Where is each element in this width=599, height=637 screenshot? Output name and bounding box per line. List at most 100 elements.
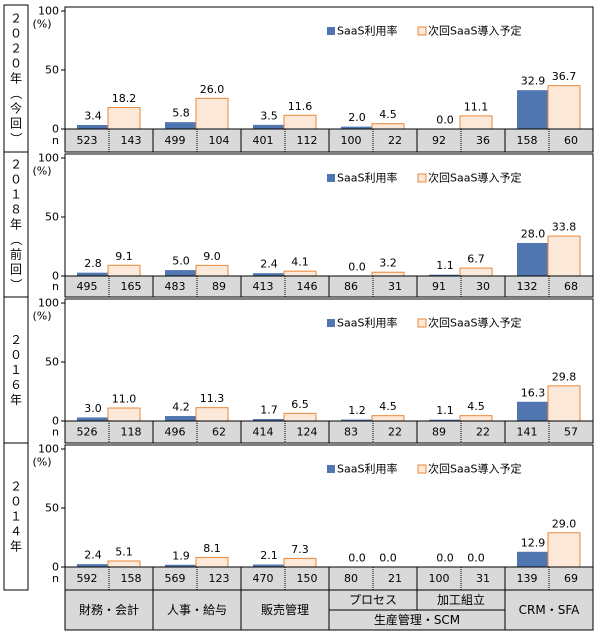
data-label-usage: 1.7 (260, 403, 278, 416)
data-label-plan: 7.3 (291, 543, 309, 556)
n-value: 132 (517, 280, 538, 293)
n-value: 150 (297, 572, 318, 585)
period-label-char: ０ (10, 348, 22, 362)
data-label-plan: 36.7 (552, 70, 577, 83)
data-label-plan: 6.7 (467, 253, 485, 266)
bar-plan (547, 532, 581, 568)
data-label-plan: 4.1 (291, 256, 309, 269)
period-label-char: ２ (10, 42, 22, 56)
bar-usage (429, 419, 461, 421)
y-tick-label: 100 (38, 443, 59, 456)
y-unit-label: (%) (32, 165, 51, 178)
data-label-usage: 5.0 (172, 255, 190, 268)
n-value: 30 (476, 280, 490, 293)
data-label-plan: 9.0 (203, 250, 221, 263)
data-label-plan: 0.0 (379, 552, 397, 565)
period-label-char: 年 (10, 393, 22, 407)
n-value: 158 (517, 134, 538, 147)
n-value: 499 (165, 134, 186, 147)
data-label-usage: 5.8 (172, 107, 190, 120)
period-label-char: ４ (10, 525, 22, 539)
period-label-char: １ (10, 188, 22, 202)
bar-usage (77, 124, 109, 129)
n-value: 496 (165, 426, 186, 439)
data-label-usage: 2.0 (348, 111, 366, 124)
period-label-char: （ (9, 233, 23, 245)
period-label-char: 年 (10, 218, 22, 232)
bar-usage (253, 418, 285, 421)
period-label-char: １ (10, 510, 22, 524)
n-value: 80 (344, 572, 358, 585)
period-box (3, 296, 29, 444)
bar-usage (165, 122, 197, 129)
n-row-label: n (52, 280, 59, 293)
category-label: 人事・給与 (167, 603, 227, 617)
y-tick-label: 50 (45, 211, 59, 224)
y-tick-label: 0 (52, 123, 59, 136)
period-label-char: １ (10, 363, 22, 377)
legend-swatch-plan (417, 26, 427, 36)
y-tick-label: 50 (45, 502, 59, 515)
bar-plan (371, 271, 405, 277)
n-value: 401 (253, 134, 274, 147)
bar-usage (165, 564, 197, 567)
bar-usage (429, 274, 461, 276)
n-value: 592 (77, 572, 98, 585)
y-tick-label: 100 (38, 297, 59, 310)
period-label-char: 年 (10, 72, 22, 86)
period-label-char: （ (9, 87, 23, 99)
data-label-usage: 3.0 (84, 402, 102, 415)
data-label-plan: 4.5 (379, 400, 397, 413)
bar-plan (283, 114, 317, 130)
data-label-usage: 16.3 (521, 386, 546, 399)
bar-plan (547, 235, 581, 277)
n-value: 143 (121, 134, 142, 147)
n-value: 69 (564, 572, 578, 585)
bar-plan (107, 560, 141, 568)
y-tick-label: 100 (38, 5, 59, 18)
category-group-label: 生産管理・SCM (374, 612, 460, 627)
period-label-char: 年 (10, 540, 22, 554)
period-label-char: ２ (10, 333, 22, 347)
period-label-char: ２ (10, 480, 22, 494)
n-row-label: n (52, 426, 59, 439)
data-label-plan: 26.0 (200, 83, 225, 96)
n-row-label: n (52, 134, 59, 147)
data-label-usage: 0.0 (436, 114, 454, 127)
bar-usage (165, 270, 197, 276)
data-label-usage: 2.1 (260, 549, 278, 562)
data-label-usage: 1.1 (436, 404, 454, 417)
n-value: 22 (476, 426, 490, 439)
legend-label-usage: SaaS利用率 (337, 24, 397, 38)
bar-plan (547, 85, 581, 130)
data-label-plan: 11.6 (288, 100, 313, 113)
n-value: 83 (344, 426, 358, 439)
period-label-char: 今 (10, 101, 22, 116)
n-value: 91 (432, 280, 446, 293)
data-label-usage: 0.0 (436, 552, 454, 565)
n-value: 89 (212, 280, 226, 293)
n-value: 141 (517, 426, 538, 439)
bar-plan (283, 270, 317, 277)
data-label-plan: 8.1 (203, 542, 221, 555)
legend-swatch-usage (327, 27, 335, 35)
bar-plan (371, 123, 405, 130)
n-value: 86 (344, 280, 358, 293)
data-label-usage: 12.9 (521, 536, 546, 549)
bar-plan (459, 415, 493, 422)
data-label-plan: 29.8 (552, 370, 577, 383)
n-value: 31 (388, 280, 402, 293)
y-tick-label: 0 (52, 415, 59, 428)
n-value: 118 (121, 426, 142, 439)
data-label-usage: 1.2 (348, 404, 366, 417)
data-label-usage: 2.8 (84, 257, 102, 270)
period-box (3, 4, 29, 153)
legend-label-usage: SaaS利用率 (337, 171, 397, 185)
period-label-char: ） (9, 132, 23, 144)
bar-usage (253, 564, 285, 567)
data-label-usage: 3.4 (84, 109, 102, 122)
y-tick-label: 0 (52, 561, 59, 574)
data-label-usage: 3.5 (260, 109, 278, 122)
legend-label-plan: 次回SaaS導入予定 (428, 171, 521, 185)
